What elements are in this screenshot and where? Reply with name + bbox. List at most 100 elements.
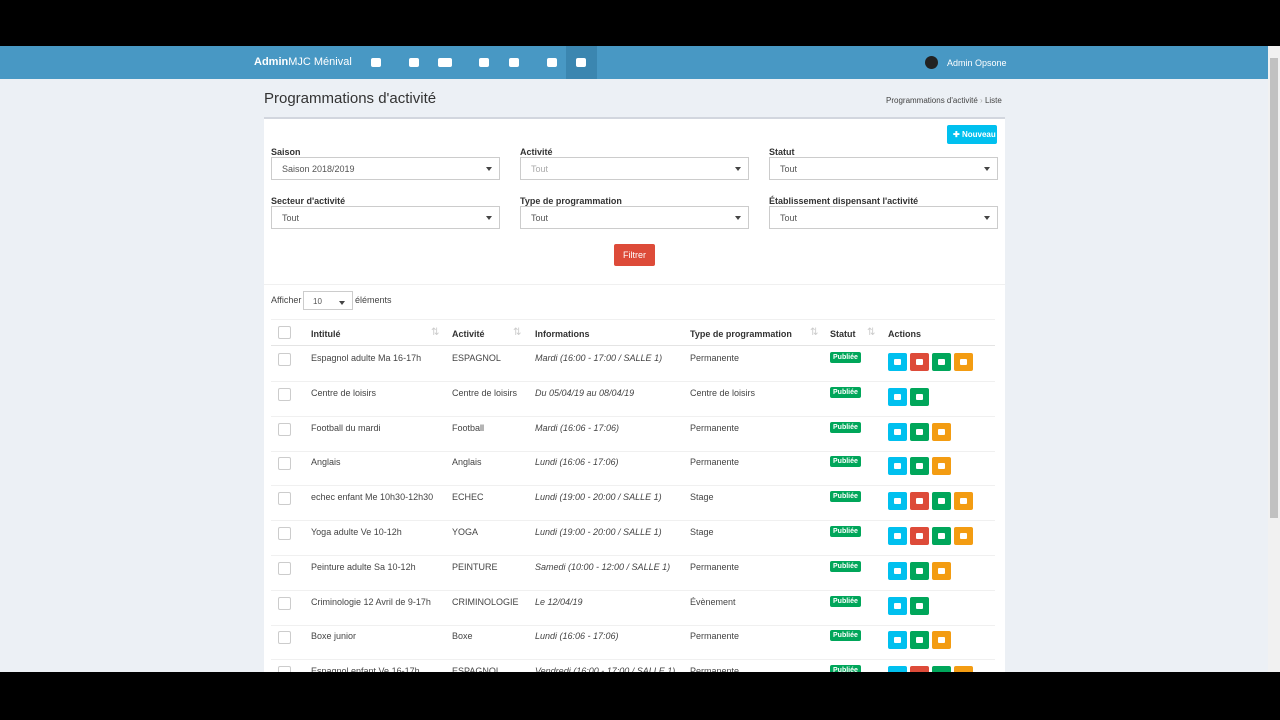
- action-copy[interactable]: [932, 422, 951, 441]
- filter-select[interactable]: Tout: [520, 157, 749, 180]
- column-header[interactable]: Statut: [830, 329, 856, 339]
- action-view[interactable]: [932, 666, 951, 672]
- action-copy[interactable]: [932, 457, 951, 476]
- breadcrumb-item[interactable]: Programmations d'activité: [886, 96, 978, 105]
- action-icon: [916, 428, 923, 435]
- nav-icon[interactable]: [547, 58, 557, 67]
- table-cell: Le 12/04/19: [535, 596, 583, 607]
- table-cell: Lundi (16:06 - 17:06): [535, 631, 619, 642]
- nav-icon[interactable]: [438, 58, 452, 67]
- action-edit[interactable]: [888, 353, 907, 371]
- nav-icon[interactable]: [409, 58, 419, 67]
- action-icon: [916, 637, 923, 644]
- nav-icon[interactable]: [509, 58, 519, 67]
- filter-label: Statut: [769, 147, 795, 157]
- action-view[interactable]: [910, 561, 929, 580]
- new-button[interactable]: ✚ Nouveau: [947, 125, 997, 144]
- column-header[interactable]: Informations: [535, 329, 590, 339]
- status-badge: Publiée: [830, 421, 861, 433]
- action-view[interactable]: [910, 387, 929, 406]
- user-name[interactable]: Admin Opsone: [947, 58, 1007, 68]
- table-cell: Stage: [690, 492, 714, 503]
- row-checkbox[interactable]: [278, 596, 291, 610]
- row-checkbox[interactable]: [278, 492, 291, 506]
- table-cell: ESPAGNOL: [452, 666, 501, 672]
- scrollbar[interactable]: [1268, 46, 1280, 672]
- table-cell: Football du mardi: [311, 422, 381, 433]
- column-header[interactable]: Actions: [888, 329, 922, 339]
- row-checkbox[interactable]: [278, 353, 291, 366]
- action-edit[interactable]: [888, 631, 907, 650]
- action-icon: [916, 567, 923, 574]
- action-view[interactable]: [932, 527, 951, 545]
- row-checkbox[interactable]: [278, 561, 291, 575]
- row-checkbox[interactable]: [278, 631, 291, 645]
- filter-select[interactable]: Tout: [769, 206, 998, 229]
- length-select[interactable]: 10: [303, 291, 353, 310]
- action-view[interactable]: [932, 353, 951, 371]
- status-badge: Publiée: [830, 386, 861, 398]
- separator: [264, 284, 1005, 285]
- action-view[interactable]: [910, 596, 929, 615]
- filter-select[interactable]: Tout: [769, 157, 998, 180]
- action-delete[interactable]: [910, 353, 929, 371]
- action-view[interactable]: [910, 422, 929, 441]
- action-edit[interactable]: [888, 492, 907, 511]
- breadcrumb-item: Liste: [984, 96, 1002, 105]
- table-cell: YOGA: [452, 527, 479, 537]
- table-cell: PEINTURE: [452, 561, 498, 572]
- table-cell: Lundi (19:00 - 20:00 / SALLE 1): [535, 492, 662, 503]
- action-copy[interactable]: [932, 631, 951, 650]
- table-cell: Permanente: [690, 353, 740, 363]
- status-badge: Publiée: [830, 456, 861, 468]
- action-icon: [916, 393, 923, 400]
- row-checkbox[interactable]: [278, 387, 291, 401]
- action-delete[interactable]: [910, 527, 929, 545]
- action-view[interactable]: [910, 457, 929, 476]
- table-row: [271, 382, 995, 417]
- status-badge: Publiée: [830, 595, 861, 607]
- filter-select[interactable]: Tout: [271, 206, 500, 229]
- column-header[interactable]: Activité: [452, 329, 485, 339]
- filter-select[interactable]: Saison 2018/2019: [271, 157, 500, 180]
- action-copy[interactable]: [954, 666, 973, 672]
- action-copy[interactable]: [954, 492, 973, 511]
- action-icon: [938, 463, 945, 470]
- action-delete[interactable]: [910, 666, 929, 672]
- page-title: Programmations d'activité: [264, 90, 437, 107]
- action-delete[interactable]: [910, 492, 929, 511]
- brand[interactable]: AdminMJC Ménival: [254, 56, 352, 68]
- action-icon: [938, 428, 945, 435]
- action-edit[interactable]: [888, 422, 907, 441]
- action-copy[interactable]: [932, 561, 951, 580]
- column-header[interactable]: Type de programmation: [690, 329, 792, 339]
- filter-button[interactable]: Filtrer: [614, 244, 655, 266]
- action-edit[interactable]: [888, 666, 907, 672]
- filter-label: Établissement dispensant l'activité: [769, 196, 919, 206]
- action-view[interactable]: [910, 631, 929, 650]
- row-checkbox[interactable]: [278, 527, 291, 540]
- action-edit[interactable]: [888, 457, 907, 476]
- nav-icon[interactable]: [479, 58, 489, 67]
- action-edit[interactable]: [888, 387, 907, 406]
- action-copy[interactable]: [954, 527, 973, 545]
- action-edit[interactable]: [888, 596, 907, 615]
- column-header[interactable]: Intitulé: [311, 329, 341, 339]
- select-all[interactable]: [278, 326, 291, 339]
- filter-select[interactable]: Tout: [520, 206, 749, 229]
- action-icon: [894, 567, 901, 574]
- table-cell: Anglais: [311, 457, 341, 468]
- nav-active[interactable]: [566, 46, 597, 79]
- row-checkbox[interactable]: [278, 666, 291, 672]
- nav-icon[interactable]: [371, 58, 381, 67]
- action-view[interactable]: [932, 492, 951, 511]
- table-cell: Centre de loisirs: [690, 387, 756, 398]
- action-copy[interactable]: [954, 353, 973, 371]
- table-cell: Lundi (19:00 - 20:00 / SALLE 1): [535, 527, 662, 537]
- row-checkbox[interactable]: [278, 422, 291, 436]
- table-cell: Football: [452, 422, 485, 433]
- table-cell: Anglais: [452, 457, 482, 468]
- row-checkbox[interactable]: [278, 457, 291, 471]
- action-edit[interactable]: [888, 561, 907, 580]
- action-edit[interactable]: [888, 527, 907, 545]
